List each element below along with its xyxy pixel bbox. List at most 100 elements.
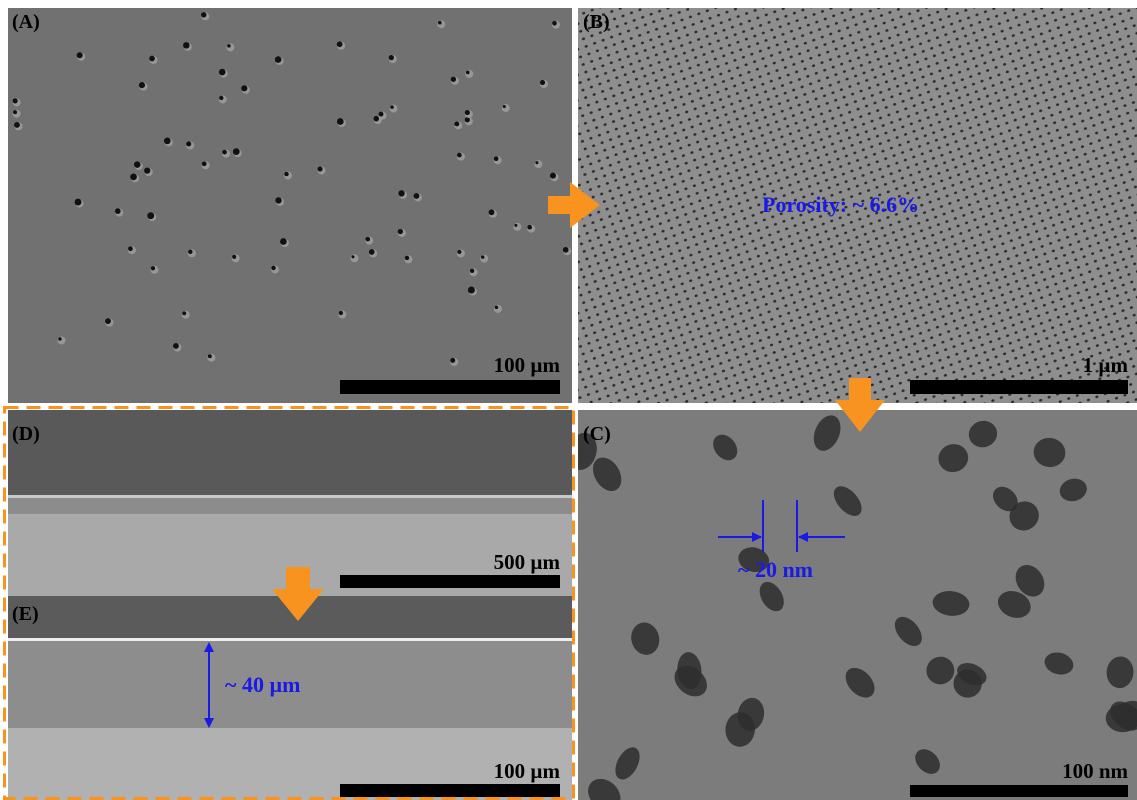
pore [144, 168, 150, 174]
pore [503, 105, 506, 108]
pore [369, 249, 375, 255]
pore [451, 77, 456, 82]
pore [219, 96, 223, 100]
pore [241, 85, 247, 91]
pore [470, 269, 474, 273]
pore [480, 255, 488, 263]
pore [13, 98, 18, 103]
panel-label: (E) [12, 603, 39, 625]
pore [351, 255, 354, 258]
scale-bar [340, 575, 560, 588]
pore [337, 118, 344, 125]
pore [465, 110, 470, 115]
annotation: Porosity: ~ 6.6% [762, 192, 919, 217]
panel-label: (C) [583, 423, 611, 445]
panel-label: (D) [12, 423, 40, 445]
scale-label: 1 µm [1083, 353, 1129, 377]
pore [271, 266, 275, 270]
pore [186, 141, 191, 146]
pore [280, 238, 287, 245]
pore [563, 247, 569, 253]
pore [284, 172, 288, 176]
pore [550, 173, 556, 179]
pore [149, 56, 155, 62]
pore [208, 354, 212, 358]
scale-bar [340, 380, 560, 394]
pore [438, 21, 442, 25]
pore [489, 209, 495, 215]
pore [339, 311, 343, 315]
pore [77, 52, 83, 58]
pore [365, 237, 370, 242]
pore [454, 121, 459, 126]
pore [183, 42, 190, 49]
pore [130, 174, 137, 181]
pore [457, 153, 462, 158]
pore [535, 161, 538, 164]
scale-label: 100 µm [494, 759, 561, 783]
scale-label: 100 µm [494, 353, 561, 377]
scale-bar [340, 784, 560, 797]
pore [495, 306, 498, 309]
pore [513, 223, 521, 231]
pore [466, 71, 470, 75]
pore [494, 156, 499, 161]
scale-bar [910, 380, 1128, 394]
pore [14, 122, 20, 128]
pore [219, 69, 226, 76]
scale-label: 500 µm [494, 550, 561, 574]
panel-c [578, 410, 1137, 800]
pore [389, 55, 394, 60]
pore [226, 43, 234, 51]
panel-label: (B) [583, 11, 610, 33]
pore [465, 70, 473, 78]
pore [275, 56, 282, 63]
pore [437, 20, 445, 28]
pore [173, 343, 179, 349]
pore [151, 266, 155, 270]
pore [275, 197, 281, 203]
pore [379, 112, 384, 117]
figure: (A) 100 µm (B) Porosity: ~ 6.6% 1 µm (C)… [0, 0, 1137, 800]
panel-label: (A) [12, 11, 40, 33]
pore [57, 336, 65, 344]
pore [128, 246, 133, 251]
pore [552, 21, 557, 26]
pore [494, 305, 502, 313]
pore [75, 199, 82, 206]
pore [468, 286, 475, 293]
pore [481, 255, 484, 258]
pore [527, 225, 532, 230]
pore [182, 311, 186, 315]
pore [405, 256, 409, 260]
pore [534, 160, 542, 168]
annotation: ~ 40 µm [225, 672, 300, 697]
pore [390, 105, 394, 109]
pore [202, 161, 207, 166]
pore [351, 254, 359, 262]
pore [201, 12, 206, 17]
pore [58, 337, 61, 340]
pore [398, 190, 404, 196]
pore [105, 318, 111, 324]
scale-label: 100 nm [1062, 759, 1128, 783]
pore [502, 104, 510, 112]
pore [233, 148, 240, 155]
pore [374, 116, 380, 122]
pore [337, 41, 343, 47]
pore [139, 82, 145, 88]
pore [227, 44, 231, 48]
pore [134, 161, 140, 167]
pore [390, 105, 398, 113]
annotation: ~ 20 nm [738, 557, 813, 582]
pore [147, 212, 154, 219]
panel-a [8, 8, 572, 403]
pore [540, 80, 545, 85]
pore [398, 229, 403, 234]
pore [188, 250, 192, 254]
pore [450, 358, 455, 363]
pore [457, 250, 461, 254]
pore [514, 224, 517, 227]
pore [232, 255, 236, 259]
pore [115, 208, 121, 214]
